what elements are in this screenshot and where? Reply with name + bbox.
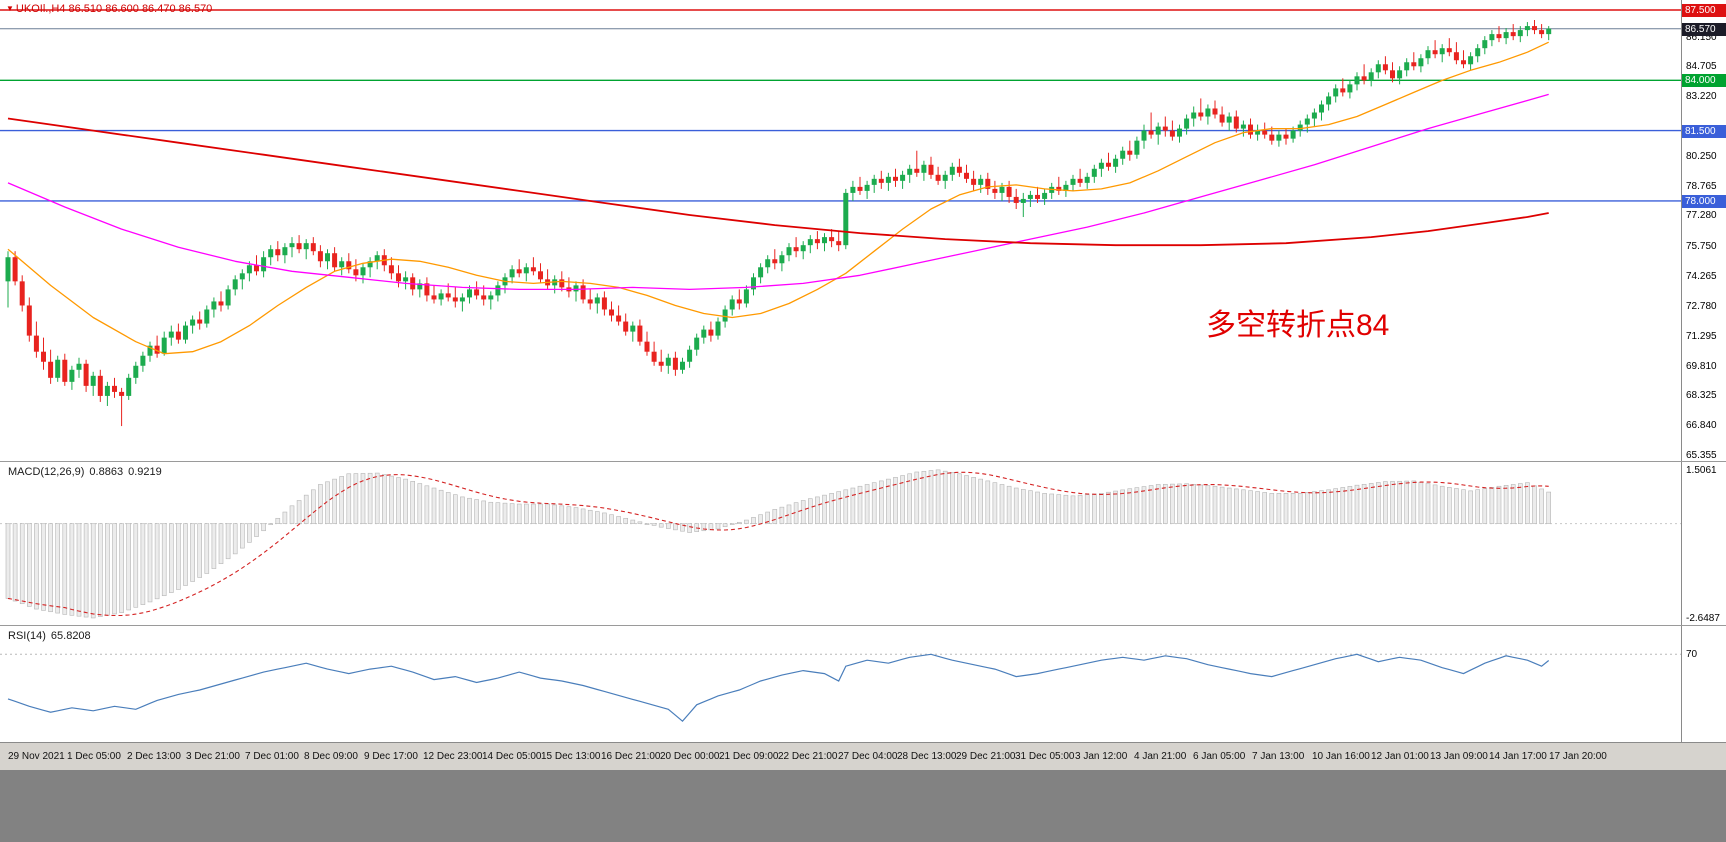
- open-value: 86.510: [68, 3, 103, 15]
- date-label: 27 Dec 04:00: [838, 751, 898, 762]
- macd-value-2: 0.9219: [128, 466, 162, 478]
- date-label: 31 Dec 05:00: [1015, 751, 1075, 762]
- axis-scale-label: 78.765: [1686, 180, 1717, 192]
- symbol-name: UKOIl.,H4: [15, 3, 66, 15]
- high-value: 86.600: [105, 3, 139, 15]
- date-label: 8 Dec 09:00: [304, 751, 358, 762]
- price-level-badge: 81.500: [1682, 124, 1726, 138]
- macd-panel[interactable]: [0, 462, 1681, 626]
- date-label: 7 Jan 13:00: [1252, 751, 1305, 762]
- date-label: 13 Jan 09:00: [1430, 751, 1488, 762]
- date-label: 17 Jan 20:00: [1549, 751, 1607, 762]
- date-label: 29 Dec 21:00: [956, 751, 1016, 762]
- rsi-indicator-label: RSI(14) 65.8208: [8, 630, 96, 642]
- window-background: [0, 770, 1726, 842]
- price-level-badge: 86.570: [1682, 22, 1726, 36]
- axis-scale-label: 72.780: [1686, 300, 1717, 312]
- date-label: 3 Jan 12:00: [1075, 751, 1128, 762]
- axis-scale-label: 80.250: [1686, 150, 1717, 162]
- date-label: 15 Dec 13:00: [541, 751, 601, 762]
- panel-separator[interactable]: [0, 625, 1726, 626]
- date-label: 14 Dec 05:00: [482, 751, 542, 762]
- price-level-badge: 87.500: [1682, 4, 1726, 17]
- time-axis: 29 Nov 2021 1 Dec 05:00 2 Dec 13:00 3 Dec 2…: [0, 742, 1726, 770]
- axis-scale-label: 1.5061: [1686, 465, 1717, 476]
- date-label: 28 Dec 13:00: [897, 751, 957, 762]
- macd-signal-line: [7, 471, 1549, 617]
- panel-separator[interactable]: [0, 461, 1726, 462]
- date-label: 2 Dec 13:00: [127, 751, 181, 762]
- macd-histogram: [5, 469, 1551, 619]
- annotation-text: 多空转折点84: [1206, 309, 1390, 342]
- axis-scale-label: 86.150: [1686, 32, 1717, 44]
- ma-mid-magenta-line: [7, 93, 1549, 291]
- rsi-value: 65.8208: [50, 630, 91, 642]
- axis-scale-label: 71.295: [1686, 330, 1717, 342]
- symbol-ohlc-label: ▼ UKOIl.,H4 86.510 86.600 86.470 86.570: [6, 3, 212, 15]
- axis-scale-label: 69.810: [1686, 360, 1717, 372]
- date-label: 29 Nov 2021: [8, 751, 65, 762]
- date-label: 7 Dec 01:00: [245, 751, 299, 762]
- axis-scale-label: 75.750: [1686, 241, 1717, 253]
- date-label: 21 Dec 09:00: [719, 751, 779, 762]
- axis-scale-label: 77.280: [1686, 210, 1717, 222]
- macd-value-1: 0.8863: [89, 466, 124, 478]
- date-label: 4 Jan 21:00: [1134, 751, 1187, 762]
- date-label: 22 Dec 21:00: [778, 751, 838, 762]
- date-label: 1 Dec 05:00: [67, 751, 121, 762]
- axis-scale-label: 65.355: [1686, 450, 1717, 462]
- date-label: 14 Jan 17:00: [1489, 751, 1547, 762]
- date-label: 12 Dec 23:00: [423, 751, 483, 762]
- axis-scale-label: 70: [1686, 649, 1698, 661]
- ma-fast-orange-line: [7, 41, 1549, 355]
- date-label: 3 Dec 21:00: [186, 751, 240, 762]
- axis-scale-label: 68.325: [1686, 390, 1717, 402]
- chart-marker-icon: ▼: [6, 4, 14, 13]
- candles: [5, 20, 1552, 427]
- date-label: 20 Dec 00:00: [660, 751, 720, 762]
- price-axis: 86.150 84.705 83.220 80.250 78.765 77.280 75.7…: [1681, 0, 1726, 742]
- rsi-name: RSI(14): [8, 630, 46, 642]
- date-label: 16 Dec 21:00: [601, 751, 661, 762]
- axis-scale-label: 84.705: [1686, 61, 1717, 73]
- macd-indicator-label: MACD(12,26,9) 0.8863 0.9219: [8, 466, 167, 478]
- main-price-chart[interactable]: [0, 0, 1681, 462]
- axis-scale-label: 74.265: [1686, 271, 1717, 283]
- date-label: 10 Jan 16:00: [1312, 751, 1370, 762]
- horizontal-levels[interactable]: [0, 9, 1681, 202]
- axis-scale-label: 83.220: [1686, 91, 1717, 103]
- price-level-badge: 84.000: [1682, 74, 1726, 88]
- low-value: 86.470: [141, 3, 176, 15]
- axis-scale-label: -2.6487: [1686, 612, 1720, 624]
- rsi-panel[interactable]: [0, 626, 1681, 742]
- date-label: 6 Jan 05:00: [1193, 751, 1246, 762]
- price-level-badge: 78.000: [1682, 194, 1726, 208]
- date-label: 12 Jan 01:00: [1371, 751, 1429, 762]
- macd-name: MACD(12,26,9): [8, 466, 85, 478]
- ma-slow-red-line: [7, 117, 1549, 247]
- close-value: 86.570: [178, 3, 213, 15]
- date-label: 9 Dec 17:00: [364, 751, 418, 762]
- rsi-line: [7, 653, 1550, 723]
- axis-scale-label: 66.840: [1686, 420, 1717, 432]
